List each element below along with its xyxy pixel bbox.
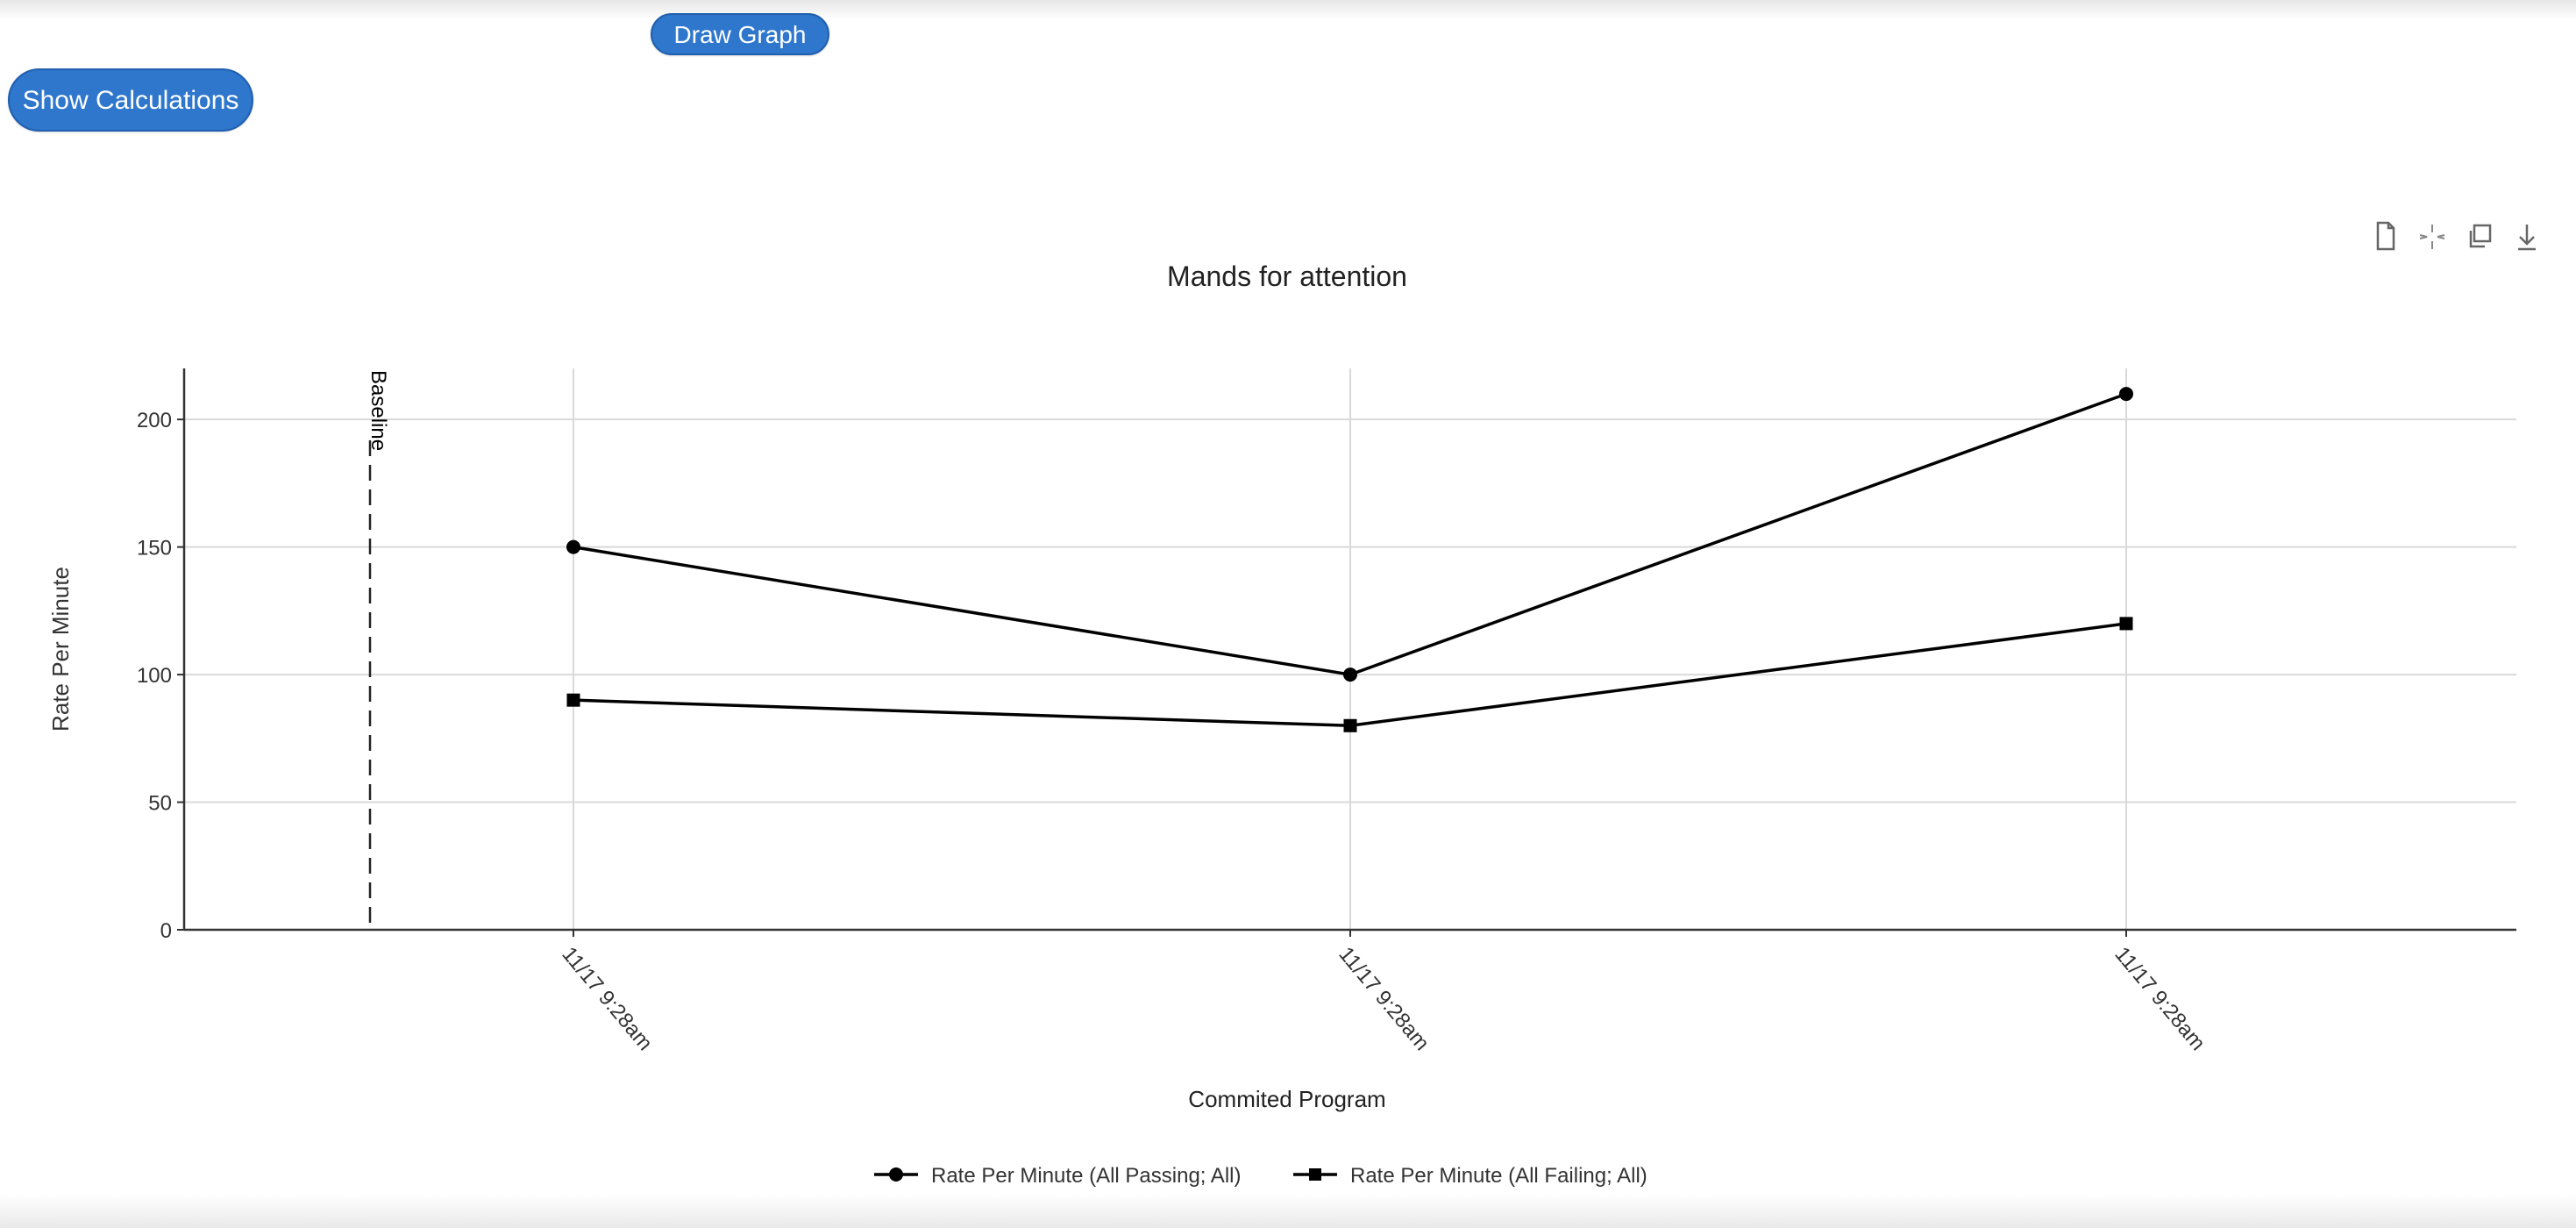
data-point bbox=[1343, 718, 1357, 732]
data-point bbox=[1343, 668, 1357, 682]
bottom-shadow bbox=[0, 1195, 2576, 1228]
data-point bbox=[566, 539, 580, 554]
document-icon[interactable] bbox=[2367, 218, 2402, 256]
x-tick-label: 11/17 9:28am bbox=[2110, 943, 2210, 1055]
y-axis-label: Rate Per Minute bbox=[47, 567, 74, 732]
x-tick-label: 11/17 9:28am bbox=[1334, 943, 1434, 1055]
y-tick-label: 150 bbox=[137, 537, 172, 560]
collapse-icon[interactable] bbox=[2415, 218, 2450, 256]
legend-marker bbox=[889, 1167, 903, 1182]
y-tick-label: 100 bbox=[137, 664, 172, 688]
legend-label: Rate Per Minute (All Passing; All) bbox=[931, 1164, 1241, 1188]
data-point bbox=[2119, 617, 2133, 631]
y-tick-label: 200 bbox=[137, 409, 172, 432]
show-calculations-button[interactable]: Show Calculations bbox=[8, 68, 253, 132]
chart-toolbar bbox=[2367, 218, 2543, 256]
chart-title: Mands for attention bbox=[1167, 261, 1407, 292]
data-point bbox=[566, 693, 580, 707]
x-axis-label: Commited Program bbox=[1188, 1086, 1385, 1112]
draw-graph-button[interactable]: Draw Graph bbox=[651, 13, 829, 55]
y-tick-label: 50 bbox=[148, 792, 172, 816]
copy-icon[interactable] bbox=[2462, 218, 2497, 256]
top-shadow bbox=[0, 0, 2576, 19]
data-point bbox=[2119, 387, 2133, 402]
x-tick-label: 11/17 9:28am bbox=[557, 943, 657, 1055]
legend-label: Rate Per Minute (All Failing; All) bbox=[1350, 1164, 1647, 1188]
phase-line-label: Baseline bbox=[366, 370, 390, 451]
y-tick-label: 0 bbox=[160, 919, 172, 943]
legend-marker bbox=[1309, 1168, 1321, 1181]
download-icon[interactable] bbox=[2509, 218, 2544, 256]
